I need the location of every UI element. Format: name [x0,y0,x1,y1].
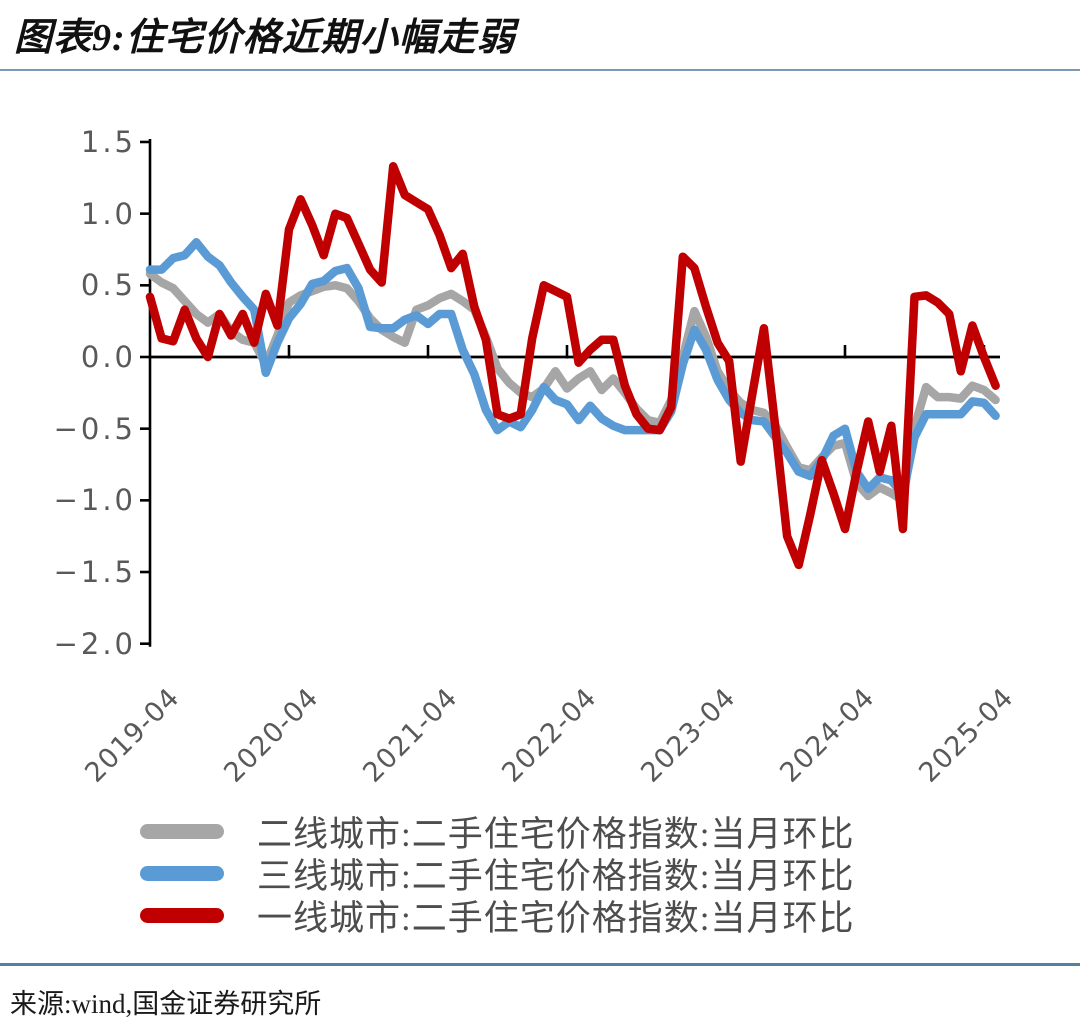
chart-axes [140,138,1000,647]
legend-item-third-tier: 三线城市:二手住宅价格指数:当月环比 [140,852,854,896]
title-divider-line [0,69,1080,71]
y-tick-label: −1.5 [53,555,136,590]
y-tick-label: −1.0 [53,483,136,518]
third-tier-line-swatch [140,865,224,881]
y-tick-label: 0.0 [80,340,136,374]
y-tick-label: 1.0 [80,196,136,231]
legend-label-second-tier: 二线城市:二手住宅价格指数:当月环比 [257,814,855,854]
legend-item-first-tier: 一线城市:二手住宅价格指数:当月环比 [140,894,854,938]
first-tier-line-swatch [140,907,224,923]
third-tier-line [145,238,1000,499]
y-tick-label: 0.5 [80,268,136,303]
first-tier-line [145,162,1000,570]
second-tier-line-swatch [140,823,224,839]
y-tick-label: −0.5 [53,411,136,446]
footer-divider-line [0,963,1080,966]
figure-title: 图表9:住宅价格近期小幅走弱 [14,17,516,59]
legend-item-second-tier: 二线城市:二手住宅价格指数:当月环比 [140,810,854,854]
legend-label-first-tier: 一线城市:二手住宅价格指数:当月环比 [257,898,855,938]
source-note: 来源:wind,国金证券研究所 [10,989,322,1019]
chart-series [145,162,1000,570]
legend-label-third-tier: 三线城市:二手住宅价格指数:当月环比 [257,856,855,896]
y-tick-label: −2.0 [53,626,136,661]
y-tick-label: 1.5 [80,124,136,159]
chart-legend: 二线城市:二手住宅价格指数:当月环比 三线城市:二手住宅价格指数:当月环比 一线… [140,810,854,938]
